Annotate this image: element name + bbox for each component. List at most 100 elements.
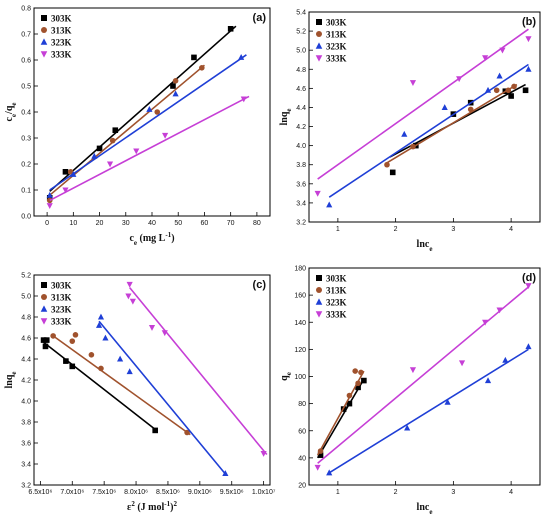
x-tick-label: 3 (451, 489, 455, 496)
y-tick-label: 4.4 (296, 105, 306, 112)
data-point-333K (499, 47, 506, 54)
data-point-323K (46, 191, 53, 198)
data-point-323K (70, 171, 77, 177)
data-point-313K (355, 380, 361, 387)
y-axis-label: ce/qe (4, 102, 18, 121)
y-tick-label: 4.0 (21, 399, 31, 406)
legend-marker-313K (316, 31, 322, 37)
x-tick-label: 7.0x10⁶ (60, 489, 84, 496)
data-point-303K (522, 87, 529, 94)
data-point-313K (154, 109, 161, 115)
panel-c: 6.5x10⁶ 7.0x10⁶ 7.5x10⁶ 8.0x10⁶ 8.5x10⁶ 9.0x1… (4, 273, 276, 514)
data-point-313K (199, 65, 205, 71)
panel-label: (c) (253, 279, 267, 291)
data-point-303K (227, 26, 234, 32)
data-point-323K (444, 398, 451, 405)
data-point-333K (148, 324, 156, 331)
y-tick-label: 0.4 (21, 110, 31, 117)
x-tick-label: 8.0x10⁶ (124, 489, 148, 496)
panel-label: (a) (253, 12, 267, 24)
x-tick-label: 40 (148, 220, 156, 227)
data-point-313K (88, 352, 95, 358)
y-tick-label: 4.8 (21, 315, 31, 322)
y-axis-label: qe (279, 372, 293, 381)
series-323K (326, 63, 532, 208)
legend-label-333K: 333K (51, 50, 72, 60)
data-point-313K (67, 169, 74, 175)
legend-label-303K: 303K (51, 281, 72, 291)
y-axis-label: lnqe (279, 108, 293, 125)
legend-marker-303K (316, 275, 322, 281)
fit-line-333K (49, 95, 250, 202)
plot-frame (308, 11, 541, 223)
x-tick-label: 1 (336, 489, 340, 496)
legend-marker-313K (316, 287, 322, 293)
fit-line-303K (49, 25, 237, 192)
y-tick-label: 3.6 (21, 441, 31, 448)
fit-line-313K (52, 335, 191, 436)
y-tick-label: 3.6 (296, 181, 306, 188)
data-point-333K (456, 76, 463, 83)
data-point-313K (172, 78, 179, 84)
x-tick-label: 60 (201, 220, 209, 227)
data-point-323K (484, 377, 492, 384)
series-333K (46, 95, 250, 209)
data-point-323K (484, 86, 492, 93)
fit-line-303K (43, 341, 157, 432)
series-323K (46, 54, 247, 198)
data-point-333K (162, 132, 169, 139)
legend-marker-303K (316, 19, 322, 25)
y-tick-label: 3.2 (21, 483, 31, 490)
y-tick-label: 0.2 (21, 162, 31, 169)
data-point-323K (172, 90, 179, 97)
data-point-323K (404, 424, 411, 431)
panel-label: (d) (522, 272, 536, 284)
data-point-333K (126, 281, 133, 288)
data-point-333K (314, 190, 321, 197)
data-point-323K (401, 130, 408, 137)
legend-marker-333K (40, 318, 48, 325)
x-tick-label: 80 (253, 220, 261, 227)
legend-label-313K: 313K (326, 30, 347, 40)
y-tick-label: 0.6 (21, 58, 31, 65)
data-point-313K (346, 392, 353, 399)
legend-marker-323K (40, 305, 48, 312)
data-point-333K (125, 293, 132, 300)
data-point-313K (511, 83, 517, 90)
legend-marker-323K (315, 298, 323, 305)
legend-marker-303K (41, 15, 47, 21)
y-tick-label: 100 (294, 374, 306, 381)
legend-marker-313K (41, 294, 47, 300)
y-tick-label: 3.2 (296, 220, 306, 227)
y-tick-label: 5.2 (296, 29, 306, 36)
data-point-333K (496, 307, 503, 314)
data-point-313K (317, 448, 324, 454)
y-tick-label: 4.8 (296, 67, 306, 74)
legend-marker-333K (40, 51, 48, 58)
data-point-303K (355, 384, 361, 391)
y-tick-label: 80 (298, 401, 306, 408)
data-point-303K (346, 400, 353, 407)
data-point-303K (62, 169, 69, 175)
fit-line-323K (328, 348, 529, 474)
x-tick-label: 50 (174, 220, 182, 227)
legend-label-333K: 333K (326, 54, 347, 64)
data-point-313K (410, 143, 416, 150)
fit-line-333K (129, 287, 268, 456)
x-tick-label: 30 (122, 220, 130, 227)
y-tick-label: 4.4 (21, 357, 31, 364)
data-point-333K (260, 450, 267, 457)
data-point-303K (69, 363, 76, 370)
series-313K (50, 332, 191, 436)
legend-label-323K: 323K (51, 305, 72, 315)
data-point-313K (50, 333, 56, 339)
data-point-313K (69, 338, 76, 344)
panel-b: 1 2 3 4 3.2 3.4 3.6 3.8 4.0 4.2 4.4 4.6 4.8 5.0 5.2 5.4… (279, 10, 541, 253)
data-point-333K (458, 360, 466, 367)
data-point-303K (42, 343, 49, 350)
x-axis-label: lnce (417, 239, 433, 253)
data-point-323K (238, 54, 245, 60)
legend-label-303K: 303K (51, 14, 72, 24)
legend-label-323K: 323K (51, 38, 72, 48)
legend-label-313K: 313K (326, 286, 347, 296)
